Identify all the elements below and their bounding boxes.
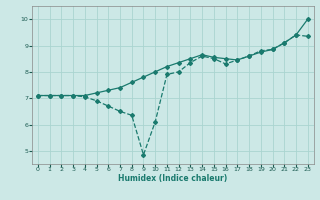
X-axis label: Humidex (Indice chaleur): Humidex (Indice chaleur) <box>118 174 228 183</box>
